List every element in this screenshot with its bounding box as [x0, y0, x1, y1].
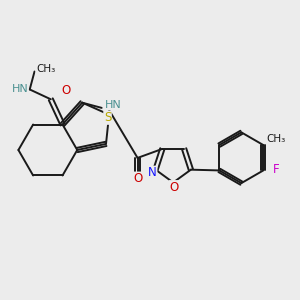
Text: O: O: [61, 84, 70, 97]
Text: HN: HN: [11, 85, 28, 94]
Text: F: F: [273, 163, 280, 176]
Text: O: O: [169, 181, 178, 194]
Text: N: N: [148, 166, 157, 179]
Text: CH₃: CH₃: [266, 134, 286, 144]
Text: O: O: [133, 172, 142, 185]
Text: CH₃: CH₃: [36, 64, 55, 74]
Text: HN: HN: [105, 100, 122, 110]
Text: S: S: [104, 111, 111, 124]
